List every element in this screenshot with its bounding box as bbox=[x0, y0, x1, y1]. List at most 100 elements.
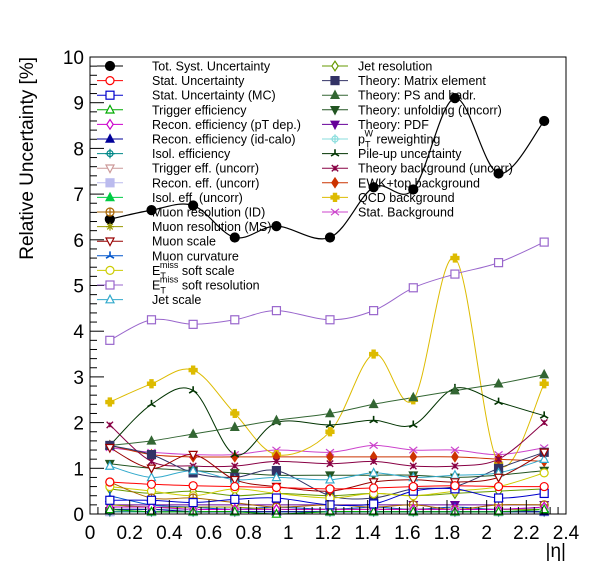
data-point-stat-background-7 bbox=[408, 446, 418, 454]
x-tick-label: 0.8 bbox=[235, 523, 261, 544]
data-point-theory-matrix-element-1 bbox=[146, 449, 157, 460]
data-point-tot-syst-uncertainty-1 bbox=[146, 204, 157, 216]
x-tick-label: 1.8 bbox=[434, 523, 460, 544]
data-point-pile-up-uncertainty-3 bbox=[230, 450, 240, 458]
legend-entry-theory-background-uncorr: Theory background (uncorr) bbox=[322, 162, 513, 176]
data-point-theory-ps-and-hadr-3 bbox=[229, 421, 240, 431]
legend-marker-recon-eff-uncorr bbox=[105, 178, 115, 188]
data-point-pile-up-uncertainty-7 bbox=[408, 420, 418, 428]
legend-entry-muon-scale: Muon scale bbox=[97, 235, 216, 249]
y-tick-label: 0 bbox=[73, 505, 84, 526]
legend-entry-recon-efficiency-pt-dep: Recon. efficiency (pT dep.) bbox=[97, 118, 301, 132]
x-tick-label: 1.2 bbox=[315, 523, 341, 544]
legend-label: Recon. eff. (uncorr) bbox=[152, 176, 259, 190]
data-point-stat-uncertainty-7 bbox=[408, 481, 418, 492]
legend-entry-stat-background: Stat. Background bbox=[322, 206, 454, 220]
legend-entry-theory-ps-and-hadr: Theory: PS and hadr. bbox=[322, 89, 476, 103]
data-point-pile-up-uncertainty-6 bbox=[369, 415, 379, 424]
series-line-pile-up-uncertainty bbox=[109, 387, 545, 456]
legend-marker-pile-up-uncertainty bbox=[330, 149, 340, 157]
data-point-ewk-top-background-8 bbox=[451, 450, 459, 463]
data-point-stat-uncertainty-0 bbox=[105, 477, 115, 487]
legend-label: Muon resolution (ID) bbox=[152, 206, 265, 220]
legend-label: Recon. efficiency (id-calo) bbox=[152, 133, 296, 147]
legend-entry-isol-efficiency: Isol. efficiency bbox=[97, 147, 231, 161]
y-tick-label: 7 bbox=[73, 185, 84, 206]
data-point-muon-scale-2 bbox=[188, 450, 199, 461]
legend-entry-e-t-miss-soft-scale: ETmiss soft scale bbox=[97, 260, 235, 281]
data-point-jet-scale-10 bbox=[539, 453, 550, 463]
legend-label: ETmiss soft resolution bbox=[152, 275, 260, 296]
data-point-theory-background-uncorr-10 bbox=[540, 418, 548, 427]
data-point-pile-up-uncertainty-2 bbox=[188, 386, 198, 394]
legend-label: Trigger efficiency bbox=[152, 103, 247, 117]
legend-label: Theory: PDF bbox=[358, 118, 429, 132]
data-point-tot-syst-uncertainty-2 bbox=[188, 200, 199, 211]
data-point-muon-scale-6 bbox=[368, 478, 379, 488]
data-point-pile-up-uncertainty-1 bbox=[147, 399, 156, 408]
legend-marker-theory-ps-and-hadr bbox=[330, 89, 340, 100]
data-point-stat-uncertainty-mc-5 bbox=[325, 500, 335, 510]
data-point-qcd-background-5 bbox=[325, 427, 335, 437]
data-point-qcd-background-0 bbox=[105, 397, 115, 407]
data-point-muon-scale-3 bbox=[229, 475, 240, 486]
legend-marker-stat-uncertainty bbox=[105, 75, 115, 86]
x-tick-label: 1.4 bbox=[354, 523, 381, 544]
data-point-muon-scale-7 bbox=[408, 475, 419, 486]
x-axis-title: |η| bbox=[546, 541, 566, 562]
x-tick-label: 1.6 bbox=[394, 523, 420, 544]
data-point-trigger-efficiency-9 bbox=[493, 506, 504, 516]
data-point-theory-background-uncorr-5 bbox=[326, 460, 334, 468]
data-point-theory-background-uncorr-1 bbox=[147, 457, 156, 466]
data-point-stat-uncertainty-mc-9 bbox=[493, 493, 504, 503]
data-point-muon-scale-9 bbox=[493, 473, 504, 484]
data-point-e-t-miss-soft-resolution-4 bbox=[271, 306, 282, 316]
data-point-theory-background-uncorr-4 bbox=[272, 457, 281, 466]
legend-marker-trigger-efficiency bbox=[105, 104, 115, 114]
y-tick-label: 1 bbox=[73, 459, 84, 480]
legend-marker-muon-resolution-ms bbox=[106, 222, 114, 231]
y-tick-label: 8 bbox=[73, 139, 84, 160]
data-point-muon-scale-1 bbox=[146, 464, 157, 474]
legend-entry-jet-scale: Jet scale bbox=[97, 293, 201, 307]
legend-marker-muon-scale bbox=[105, 237, 115, 247]
data-point-e-t-miss-soft-resolution-7 bbox=[408, 283, 418, 293]
x-tick-label: 0 bbox=[85, 523, 96, 544]
legend-label: Isol. eff. (uncorr) bbox=[152, 191, 243, 205]
data-point-theory-background-uncorr-7 bbox=[409, 462, 417, 470]
legend-entry-muon-resolution-id: Muon resolution (ID) bbox=[97, 206, 265, 220]
data-point-tot-syst-uncertainty-4 bbox=[271, 220, 282, 232]
data-point-stat-uncertainty-mc-0 bbox=[105, 495, 115, 505]
data-point-e-t-miss-soft-resolution-10 bbox=[539, 237, 549, 247]
legend-label: Jet scale bbox=[152, 293, 201, 307]
data-point-stat-uncertainty-2 bbox=[188, 481, 198, 491]
data-point-stat-uncertainty-mc-6 bbox=[369, 499, 379, 509]
legend-marker-jet-scale bbox=[105, 293, 115, 304]
legend-marker-muon-resolution-id bbox=[105, 207, 115, 217]
data-point-tot-syst-uncertainty-6 bbox=[368, 182, 379, 193]
data-point-theory-ps-and-hadr-9 bbox=[493, 378, 504, 388]
y-tick-label: 10 bbox=[63, 48, 84, 69]
data-point-muon-scale-0 bbox=[104, 443, 115, 454]
data-point-e-t-miss-soft-resolution-8 bbox=[450, 269, 460, 279]
data-point-stat-background-8 bbox=[450, 446, 460, 454]
data-point-pile-up-uncertainty-10 bbox=[539, 411, 549, 419]
data-point-qcd-background-2 bbox=[188, 365, 198, 375]
legend-entry-muon-resolution-ms: Muon resolution (MS) bbox=[97, 220, 272, 234]
data-point-tot-syst-uncertainty-8 bbox=[449, 93, 461, 104]
data-point-theory-ps-and-hadr-7 bbox=[408, 391, 419, 402]
legend-marker-theory-pdf bbox=[330, 120, 340, 131]
legend-marker-tot-syst-uncertainty bbox=[104, 60, 116, 72]
legend-label: Trigger eff. (uncorr) bbox=[152, 162, 259, 176]
data-point-jet-scale-0 bbox=[104, 460, 115, 470]
data-point-qcd-background-1 bbox=[146, 379, 157, 389]
data-point-theory-ps-and-hadr-2 bbox=[188, 428, 199, 438]
data-point-tot-syst-uncertainty-3 bbox=[229, 232, 240, 243]
x-tick-label: 0.2 bbox=[116, 523, 142, 544]
legend-label: Muon curvature bbox=[152, 249, 239, 263]
legend-label: Pile-up uncertainty bbox=[358, 147, 462, 161]
data-point-e-t-miss-soft-scale-10 bbox=[539, 468, 549, 478]
legend-label: Muon scale bbox=[152, 235, 216, 249]
y-tick-label: 2 bbox=[73, 414, 84, 435]
